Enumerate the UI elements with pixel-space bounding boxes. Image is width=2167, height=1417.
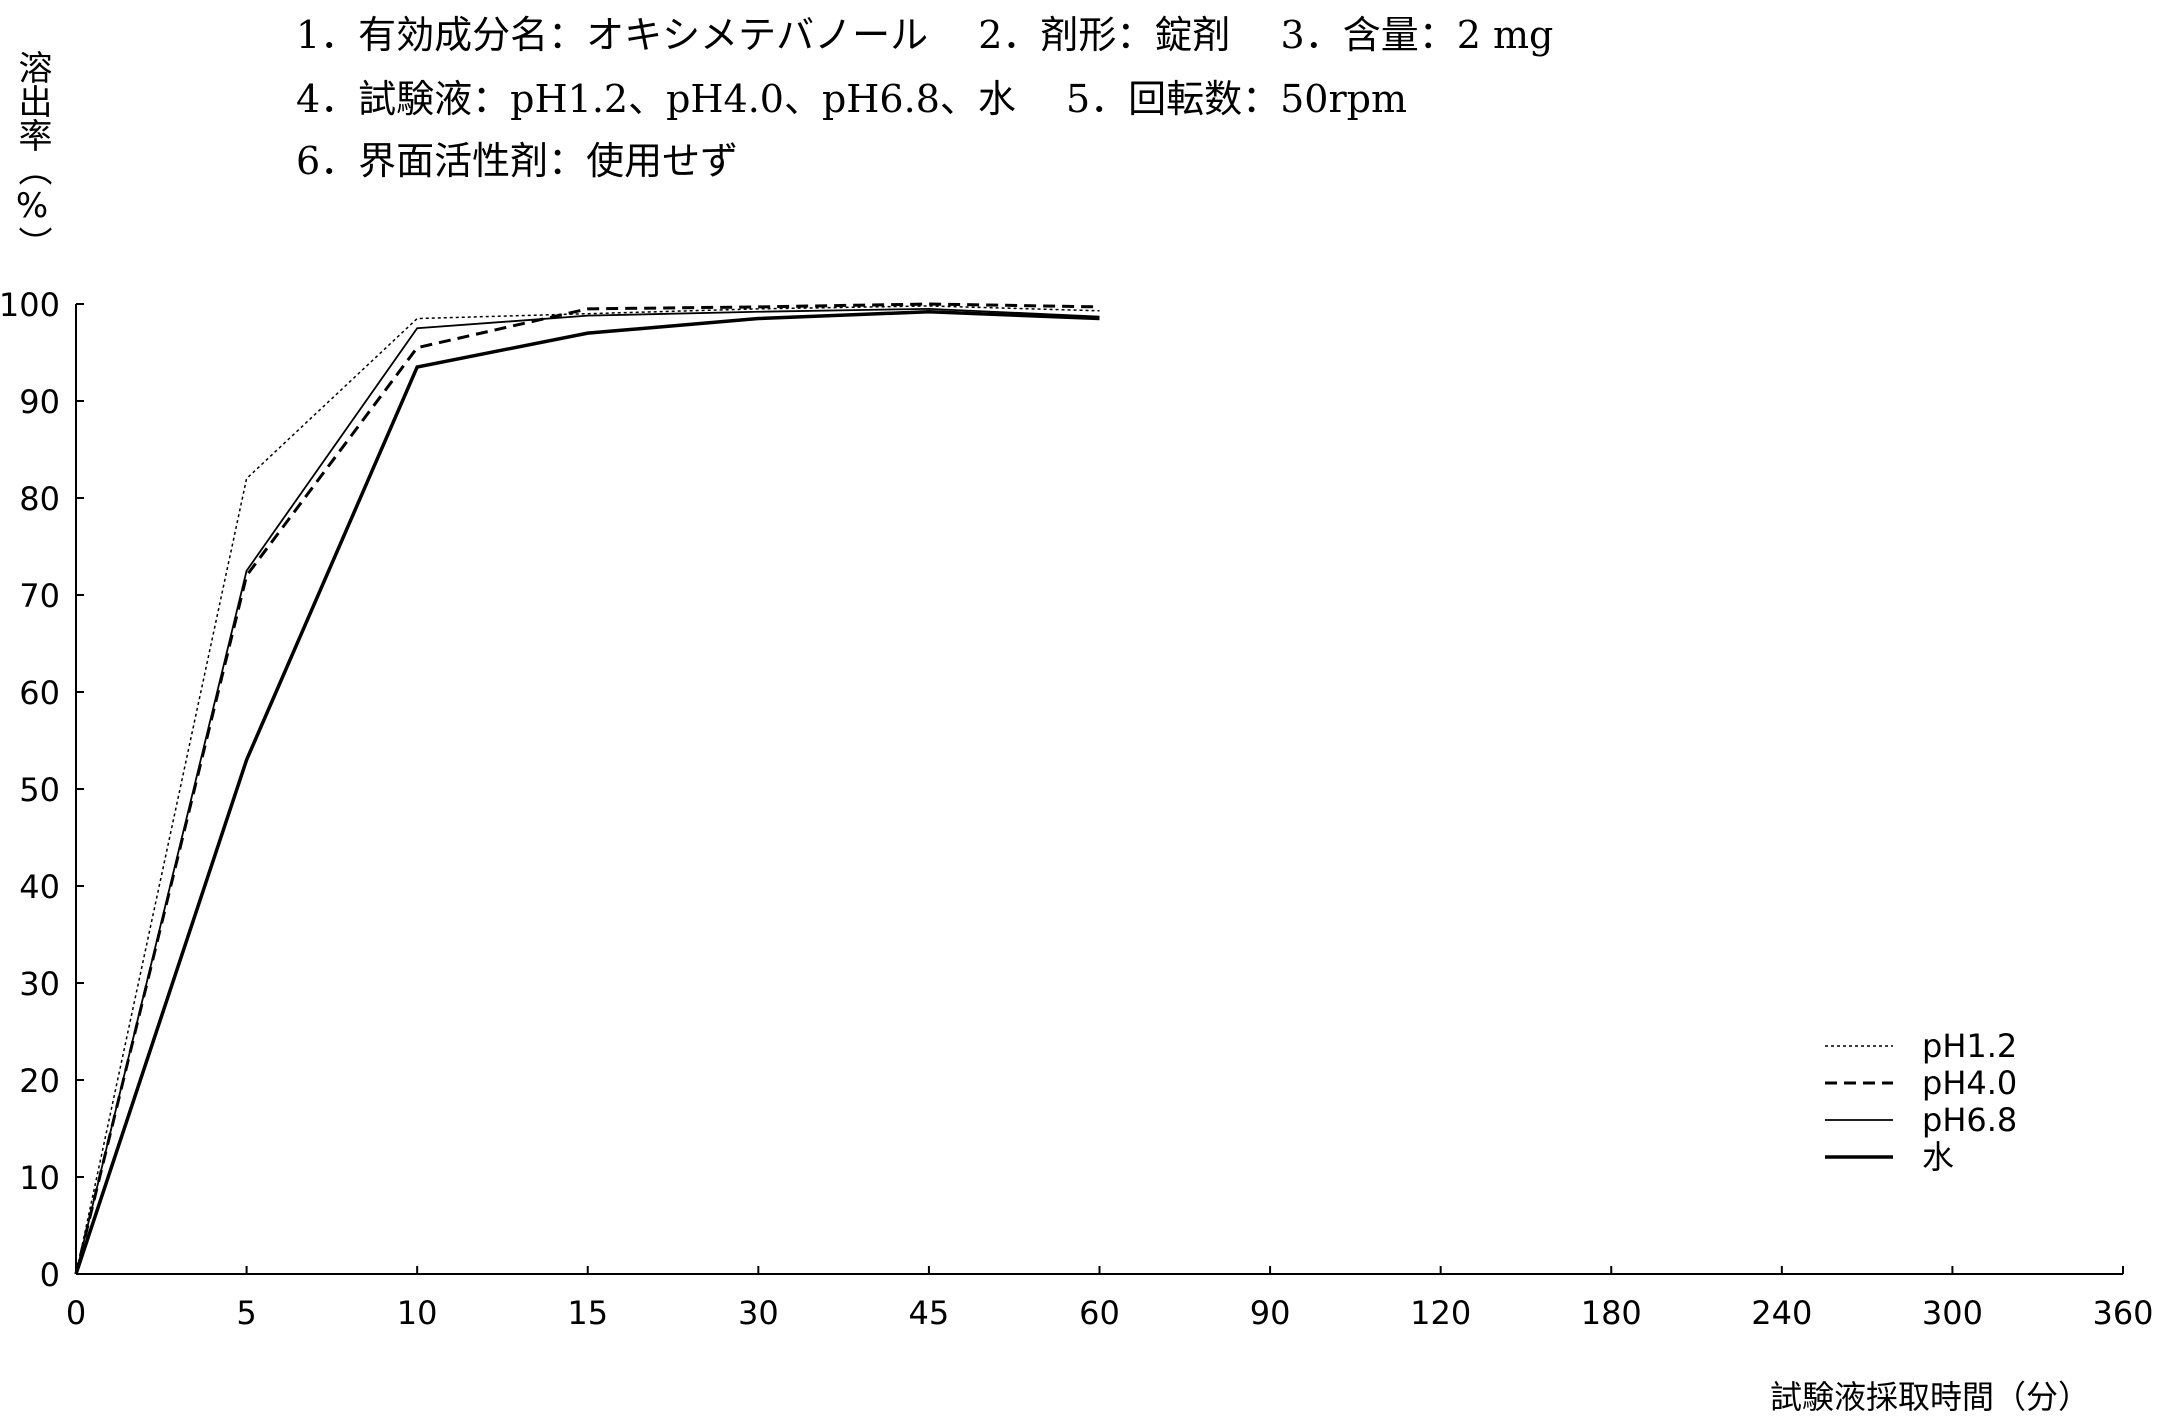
x-axis-label: 試験液採取時間（分） [1770,1378,2090,1416]
series-line-2 [75,307,1100,1275]
x-tick-label: 90 [1250,1294,1291,1332]
y-tick-label: 20 [19,1062,60,1100]
y-tick-label: 40 [19,868,60,906]
y-tick-label: 10 [19,1159,60,1197]
condition-line-3: 6．界面活性剤：使用せず [296,139,739,183]
x-tick-label: 120 [1410,1294,1471,1332]
legend-label: pH4.0 [1922,1064,2017,1102]
y-tick-label: 30 [19,965,60,1003]
x-tick-label: 5 [236,1294,256,1332]
y-tick-label: 90 [19,383,60,421]
x-tick-label: 360 [2092,1294,2153,1332]
condition-line-2: 4．試験液：pH1.2、pH4.0、pH6.8、水 5．回転数：50rpm [296,77,1408,121]
series-line-0 [75,305,1100,1275]
x-tick-label: 10 [397,1294,438,1332]
condition-line-1: 1．有効成分名：オキシメテバノール 2．剤形：錠剤 3．含量：2 mg [296,13,1554,57]
legend-label: pH1.2 [1922,1027,2017,1065]
legend-label: 水 [1922,1138,1954,1176]
y-axis-label: 溶出率（%） [12,50,52,260]
y-tick-label: 50 [19,771,60,809]
x-tick-label: 180 [1581,1294,1642,1332]
legend-label: pH6.8 [1922,1101,2017,1139]
x-tick-label: 30 [738,1294,779,1332]
x-tick-label: 0 [66,1294,86,1332]
x-tick-label: 60 [1079,1294,1120,1332]
y-tick-label: 100 [0,286,60,324]
y-tick-label: 70 [19,577,60,615]
x-tick-label: 240 [1751,1294,1812,1332]
series-line-3 [74,310,1100,1275]
series-line-1 [74,302,1100,1275]
x-tick-label: 300 [1922,1294,1983,1332]
x-tick-label: 45 [909,1294,950,1332]
y-tick-label: 0 [40,1256,60,1294]
y-tick-label: 60 [19,674,60,712]
x-tick-label: 15 [567,1294,608,1332]
y-tick-label: 80 [19,480,60,518]
